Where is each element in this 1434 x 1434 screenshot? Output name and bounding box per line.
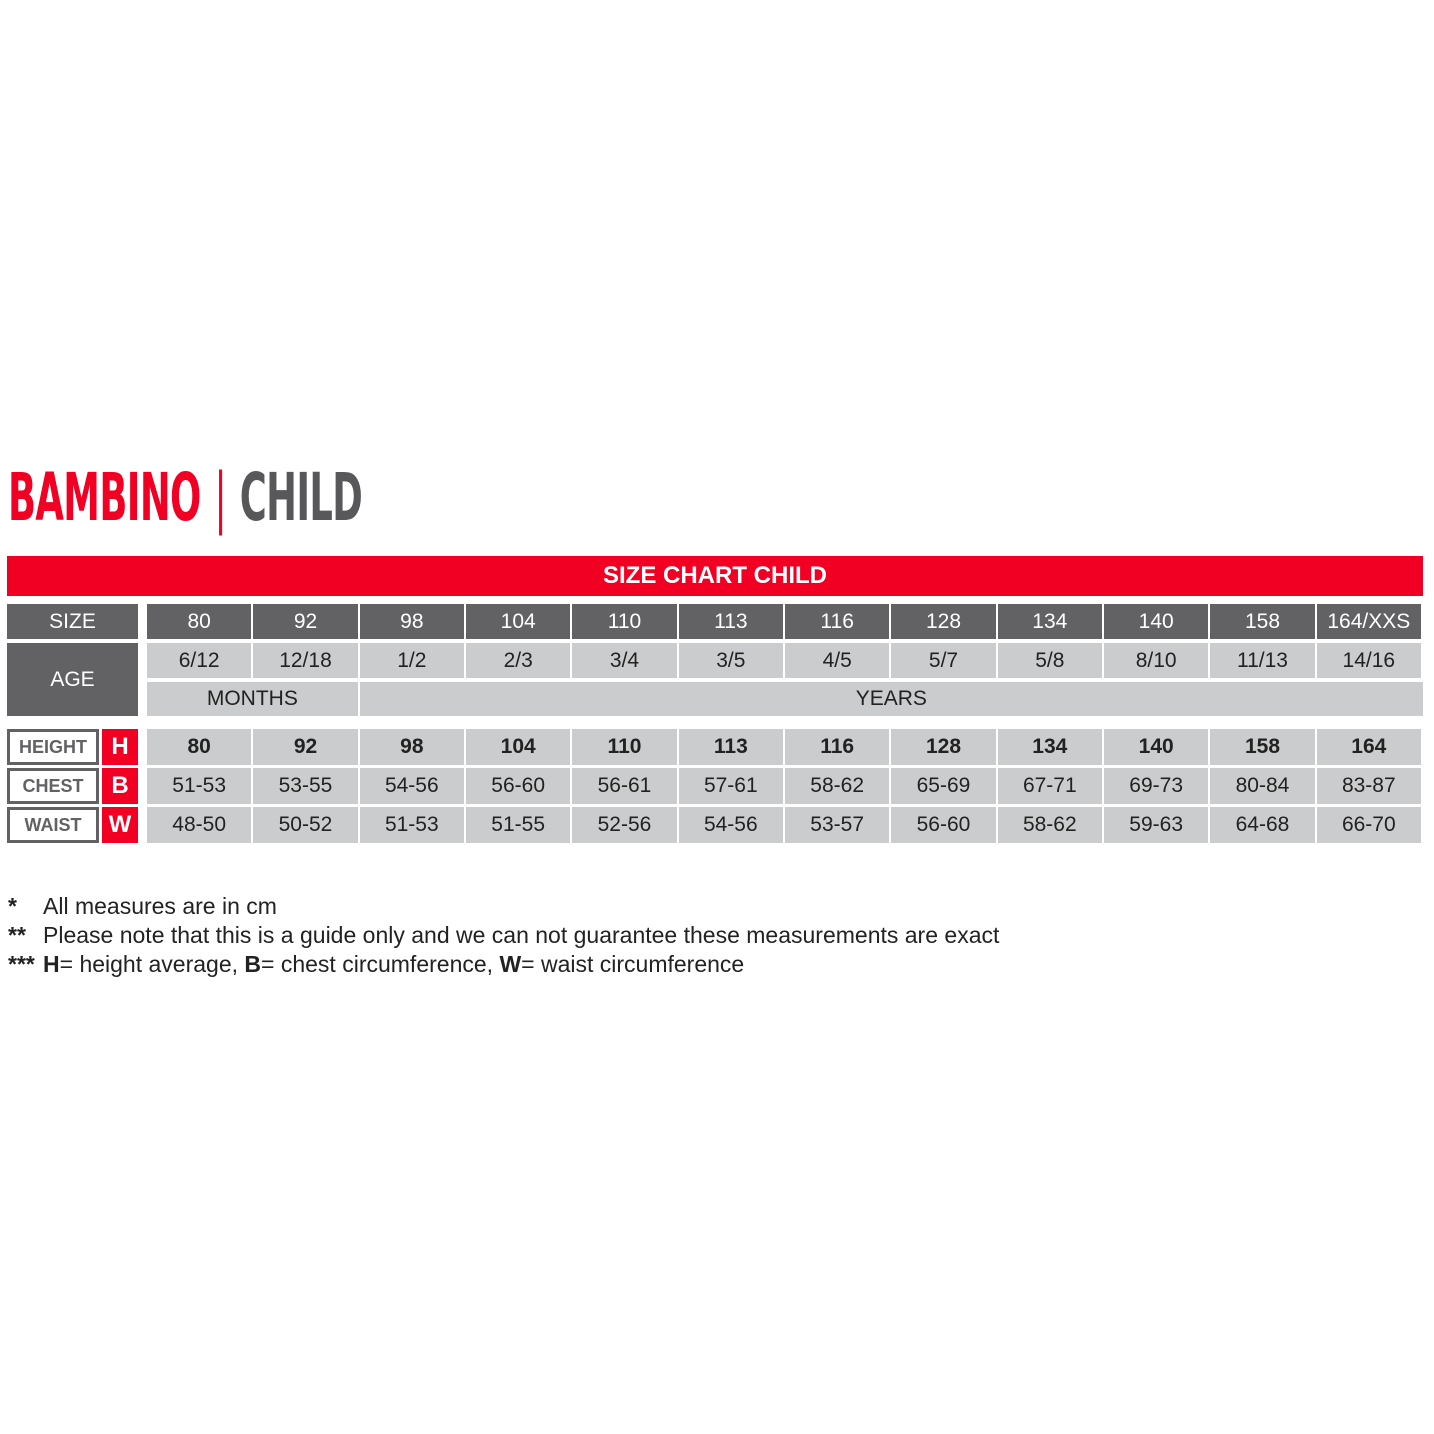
title-subtitle: CHILD — [239, 458, 363, 536]
footnote-marker: ** — [8, 922, 26, 948]
age-cell: 2/3 — [466, 643, 571, 678]
age-cell: 6/12 — [147, 643, 252, 678]
age-cell: 3/5 — [678, 643, 783, 678]
measure-cell: 53-57 — [785, 807, 890, 843]
measure-cell: 67-71 — [997, 768, 1102, 804]
measure-cell: 52-56 — [572, 807, 677, 843]
size-cell: 80 — [147, 604, 252, 639]
footnote-text: All measures are in cm — [43, 893, 277, 919]
age-cell: 12/18 — [253, 643, 358, 678]
measure-cell: 51-53 — [359, 807, 464, 843]
footnote-marker: * — [8, 893, 17, 919]
age-cell: 1/2 — [359, 643, 464, 678]
measure-cell: 65-69 — [891, 768, 996, 804]
measure-cell: 80-84 — [1210, 768, 1315, 804]
age-cell: 4/5 — [785, 643, 890, 678]
size-cell: 113 — [678, 604, 783, 639]
size-cell: 164/XXS — [1316, 604, 1421, 639]
measure-letter-b: B — [102, 768, 138, 804]
months-label: MONTHS — [147, 682, 358, 716]
size-cell: 92 — [253, 604, 358, 639]
measure-cell: 113 — [678, 729, 783, 765]
measure-cell: 134 — [997, 729, 1102, 765]
age-cell: 3/4 — [572, 643, 677, 678]
measure-cell: 54-56 — [359, 768, 464, 804]
measure-cell: 56-60 — [891, 807, 996, 843]
age-cell: 14/16 — [1316, 643, 1421, 678]
measure-label-waist: WAIST — [7, 807, 99, 843]
measure-cell: 56-60 — [466, 768, 571, 804]
measure-cell: 140 — [1104, 729, 1209, 765]
footnotes: * All measures are in cm ** Please note tha… — [8, 892, 999, 979]
measure-cell: 164 — [1316, 729, 1421, 765]
size-cell: 140 — [1104, 604, 1209, 639]
measure-cell: 158 — [1210, 729, 1315, 765]
years-label: YEARS — [359, 682, 1423, 716]
title-separator: | — [214, 458, 227, 536]
measure-label-height: HEIGHT — [7, 729, 99, 765]
measure-cell: 69-73 — [1104, 768, 1209, 804]
measure-cell: 128 — [891, 729, 996, 765]
page-title: BAMBINO | CHILD — [8, 459, 363, 536]
measure-cell: 51-55 — [466, 807, 571, 843]
measure-cell: 59-63 — [1104, 807, 1209, 843]
measure-cell: 110 — [572, 729, 677, 765]
measure-letter-w: W — [102, 807, 138, 843]
measure-label-chest: CHEST — [7, 768, 99, 804]
size-chart-banner: SIZE CHART CHILD — [7, 556, 1423, 596]
footnote: *** H= height average, B= chest circumfer… — [8, 950, 999, 979]
measure-cell: 64-68 — [1210, 807, 1315, 843]
size-cell: 128 — [891, 604, 996, 639]
age-cell: 5/7 — [891, 643, 996, 678]
measure-cell: 58-62 — [997, 807, 1102, 843]
measure-cell: 56-61 — [572, 768, 677, 804]
measure-cell: 48-50 — [147, 807, 252, 843]
footnote-marker: *** — [8, 951, 35, 977]
measure-cell: 57-61 — [678, 768, 783, 804]
measure-cell: 83-87 — [1316, 768, 1421, 804]
size-cell: 134 — [997, 604, 1102, 639]
age-label: AGE — [7, 643, 138, 716]
footnote: * All measures are in cm — [8, 892, 999, 921]
title-brand: BAMBINO — [8, 458, 201, 536]
measure-cell: 92 — [253, 729, 358, 765]
footnote: ** Please note that this is a guide only … — [8, 921, 999, 950]
measure-cell: 104 — [466, 729, 571, 765]
measure-letter-h: H — [102, 729, 138, 765]
footnote-text: H= height average, B= chest circumferenc… — [43, 951, 745, 977]
size-cell: 98 — [359, 604, 464, 639]
measure-cell: 50-52 — [253, 807, 358, 843]
size-cell: 116 — [785, 604, 890, 639]
size-cell: 110 — [572, 604, 677, 639]
measure-cell: 54-56 — [678, 807, 783, 843]
age-cell: 8/10 — [1104, 643, 1209, 678]
age-cell: 11/13 — [1210, 643, 1315, 678]
size-cell: 158 — [1210, 604, 1315, 639]
size-label: SIZE — [7, 604, 138, 639]
measure-cell: 98 — [359, 729, 464, 765]
size-cell: 104 — [466, 604, 571, 639]
measure-cell: 58-62 — [785, 768, 890, 804]
measure-cell: 80 — [147, 729, 252, 765]
measure-cell: 51-53 — [147, 768, 252, 804]
measure-cell: 116 — [785, 729, 890, 765]
age-cell: 5/8 — [997, 643, 1102, 678]
measure-cell: 66-70 — [1316, 807, 1421, 843]
measure-cell: 53-55 — [253, 768, 358, 804]
footnote-text: Please note that this is a guide only an… — [43, 922, 1000, 948]
